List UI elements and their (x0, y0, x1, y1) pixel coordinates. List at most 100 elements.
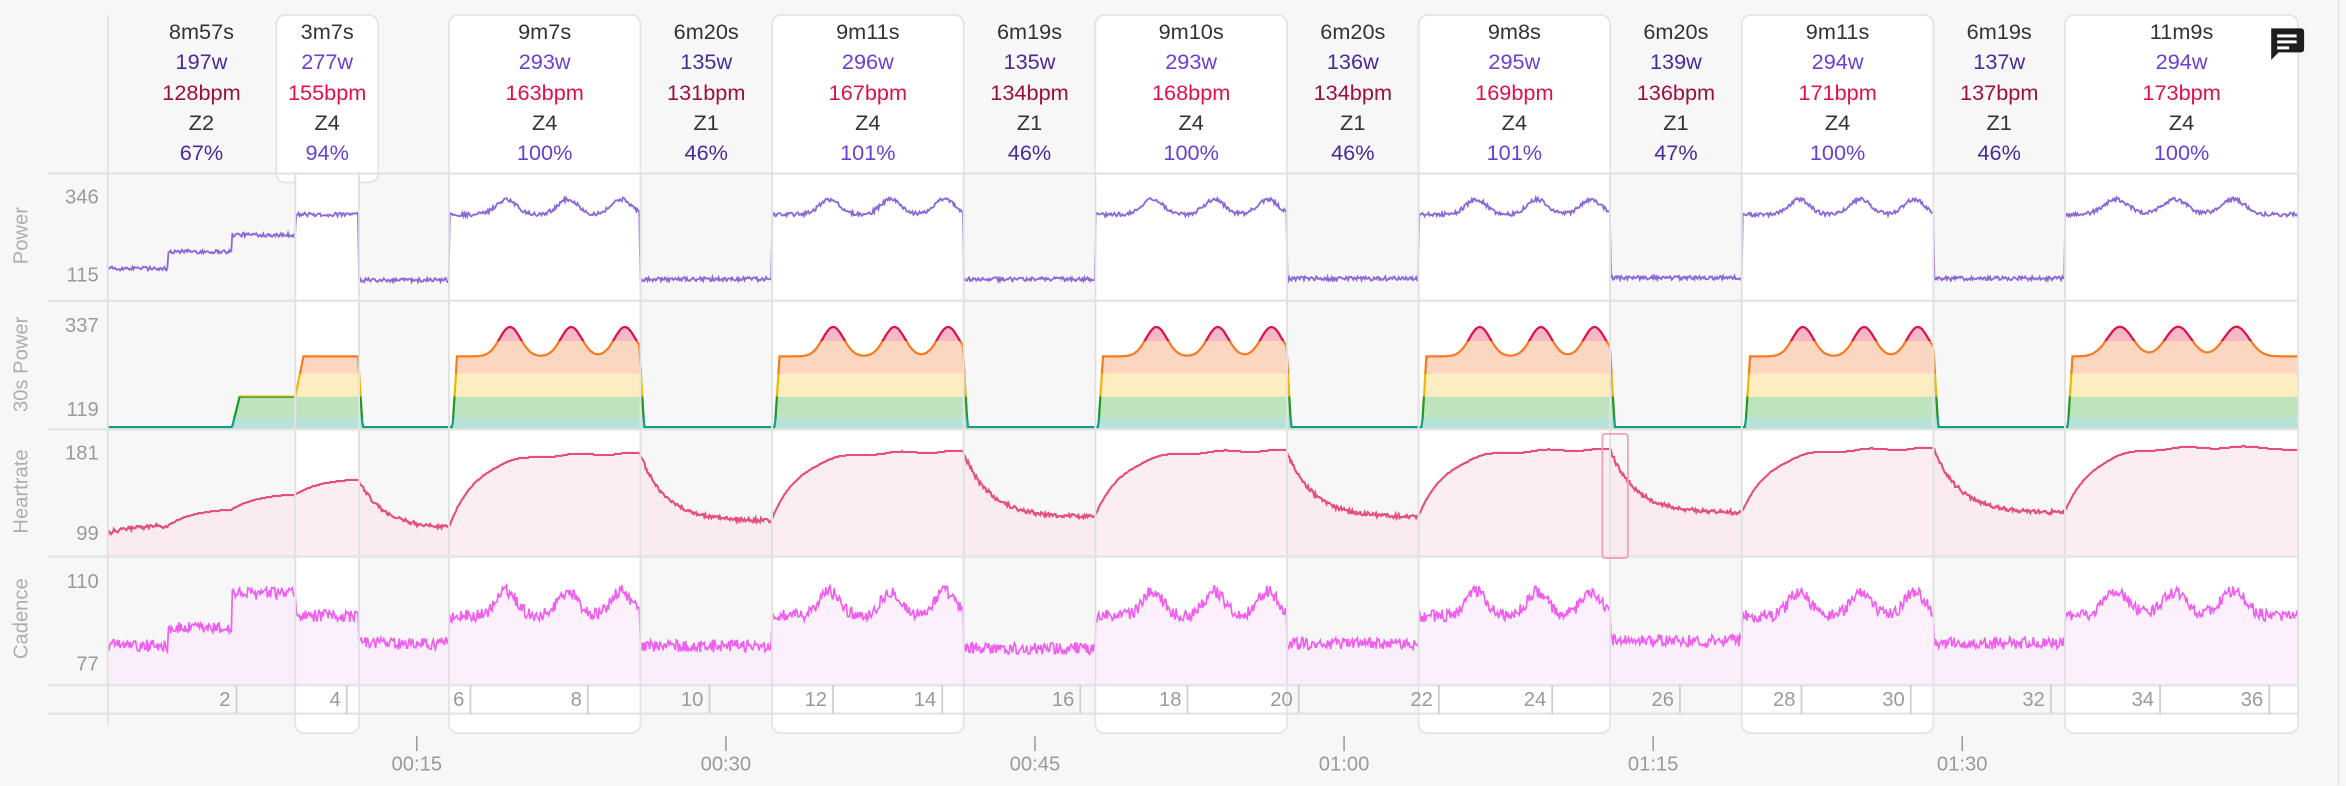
lap-label[interactable]: 32 (2022, 688, 2045, 711)
interval-duration: 3m7s (300, 20, 354, 45)
interval-bpm: 168bpm (1151, 81, 1231, 106)
interval-watts: 296w (841, 51, 894, 76)
interval-bpm: 173bpm (2142, 81, 2221, 106)
interval-column-joint (449, 161, 640, 192)
lap-label[interactable]: 22 (1410, 688, 1433, 711)
comment-icon[interactable] (2267, 25, 2306, 64)
interval-header[interactable]: 9m8s 295w 169bpm Z4 101% (1440, 18, 1590, 170)
interval-zone: Z2 (188, 112, 215, 136)
interval-pct: 100% (516, 142, 573, 167)
interval-bpm: 155bpm (287, 81, 367, 106)
interval-bpm: 167bpm (828, 81, 908, 106)
interval-bpm: 136bpm (1636, 81, 1716, 106)
interval-pct: 67% (179, 142, 224, 167)
lap-label[interactable]: 4 (329, 688, 341, 711)
interval-header[interactable]: 6m20s 136w 134bpm Z1 46% (1278, 18, 1428, 170)
interval-header[interactable]: 6m19s 137w 137bpm Z1 46% (1924, 18, 2074, 170)
interval-duration: 9m8s (1487, 20, 1541, 45)
heartrate-max-tick: 181 (65, 441, 99, 464)
interval-column-joint (772, 161, 963, 192)
interval-header[interactable]: 6m19s 135w 134bpm Z1 46% (955, 18, 1105, 170)
interval-pct: 46% (1007, 142, 1052, 167)
interval-bpm: 171bpm (1798, 81, 1877, 106)
interval-bpm: 137bpm (1960, 81, 2039, 106)
lap-label[interactable]: 16 (1051, 688, 1075, 711)
interval-pct: 101% (840, 142, 896, 167)
lap-label[interactable]: 24 (1523, 688, 1547, 711)
interval-bpm: 134bpm (990, 81, 1069, 106)
interval-bpm: 163bpm (505, 81, 584, 106)
interval-watts: 295w (1488, 51, 1541, 76)
cadence-min-tick: 77 (76, 652, 99, 675)
lap-label[interactable]: 6 (453, 688, 465, 711)
interval-zone: Z4 (855, 112, 881, 136)
interval-zone: Z4 (1178, 112, 1204, 136)
power-axis-label: Power (9, 207, 33, 265)
lap-label[interactable]: 8 (570, 688, 582, 711)
interval-zone: Z4 (314, 112, 340, 136)
interval-zone: Z1 (1663, 112, 1689, 136)
lap-label[interactable]: 20 (1270, 688, 1293, 711)
interval-duration: 11m9s (2149, 20, 2214, 45)
time-label: 01:15 (1627, 752, 1679, 776)
interval-column-joint (2065, 161, 2298, 192)
lap-label[interactable]: 34 (2131, 688, 2155, 711)
lap-label[interactable]: 36 (2240, 688, 2264, 711)
interval-watts: 137w (1973, 51, 2026, 76)
interval-watts: 135w (1003, 51, 1056, 76)
lap-label[interactable]: 28 (1773, 688, 1796, 711)
interval-zone: Z1 (1986, 112, 2012, 136)
interval-duration: 6m19s (996, 20, 1063, 45)
lap-label[interactable]: 10 (680, 688, 704, 711)
interval-header[interactable]: 6m20s 139w 136bpm Z1 47% (1601, 18, 1751, 170)
power-min-tick: 115 (66, 263, 99, 286)
interval-zone: Z4 (1824, 112, 1851, 136)
interval-header[interactable]: 9m10s 293w 168bpm Z4 100% (1116, 18, 1266, 170)
heartrate-axis-label: Heartrate (9, 449, 33, 534)
interval-pct: 100% (1809, 142, 1866, 167)
lap-label[interactable]: 26 (1651, 688, 1674, 711)
interval-duration: 9m10s (1158, 20, 1224, 45)
interval-pct: 46% (684, 142, 728, 167)
interval-header[interactable]: 9m11s 294w 171bpm Z4 100% (1763, 18, 1913, 170)
interval-bpm: 169bpm (1475, 81, 1554, 106)
interval-header[interactable]: 3m7s 277w 155bpm Z4 94% (252, 18, 402, 170)
interval-header[interactable]: 9m7s 293w 163bpm Z4 100% (470, 18, 620, 170)
interval-zone: Z1 (1016, 112, 1043, 136)
power30-band-green (107, 396, 2299, 418)
power-max-tick: 346 (65, 185, 99, 208)
time-label: 01:30 (1936, 752, 1988, 776)
interval-watts: 294w (2155, 51, 2208, 76)
lap-label[interactable]: 2 (219, 688, 231, 711)
interval-header[interactable]: 6m20s 135w 131bpm Z1 46% (631, 18, 781, 170)
lap-label[interactable]: 14 (913, 688, 937, 711)
interval-pct: 94% (305, 142, 349, 167)
power30-min-tick: 119 (66, 397, 99, 421)
interval-duration: 6m20s (1643, 20, 1709, 45)
interval-zone: Z4 (2168, 112, 2195, 136)
heartrate-area (107, 445, 2299, 557)
lap-label[interactable]: 12 (804, 688, 828, 711)
interval-pct: 46% (1331, 142, 1375, 167)
interval-column-joint (1742, 161, 1933, 192)
interval-zone: Z1 (693, 112, 719, 136)
interval-watts: 135w (680, 51, 733, 76)
interval-pct: 101% (1486, 142, 1543, 167)
lap-label[interactable]: 18 (1158, 688, 1182, 711)
interval-bpm: 134bpm (1313, 81, 1393, 106)
interval-header[interactable]: 8m57s 197w 128bpm Z2 67% (127, 18, 277, 170)
cadence-axis-label: Cadence (9, 578, 33, 660)
cadence-max-tick: 110 (66, 570, 99, 593)
time-label: 00:30 (700, 752, 752, 776)
lap-label[interactable]: 30 (1882, 688, 1905, 711)
grid-lines (47, 0, 2340, 786)
interval-pct: 46% (1977, 142, 2021, 167)
interval-duration: 8m57s (168, 20, 235, 45)
interval-watts: 277w (301, 51, 354, 76)
interval-column-joint (296, 161, 359, 192)
interval-watts: 136w (1326, 51, 1379, 76)
interval-header[interactable]: 11m9s 294w 173bpm Z4 100% (2107, 18, 2257, 170)
interval-header[interactable]: 9m11s 296w 167bpm Z4 101% (793, 18, 943, 170)
